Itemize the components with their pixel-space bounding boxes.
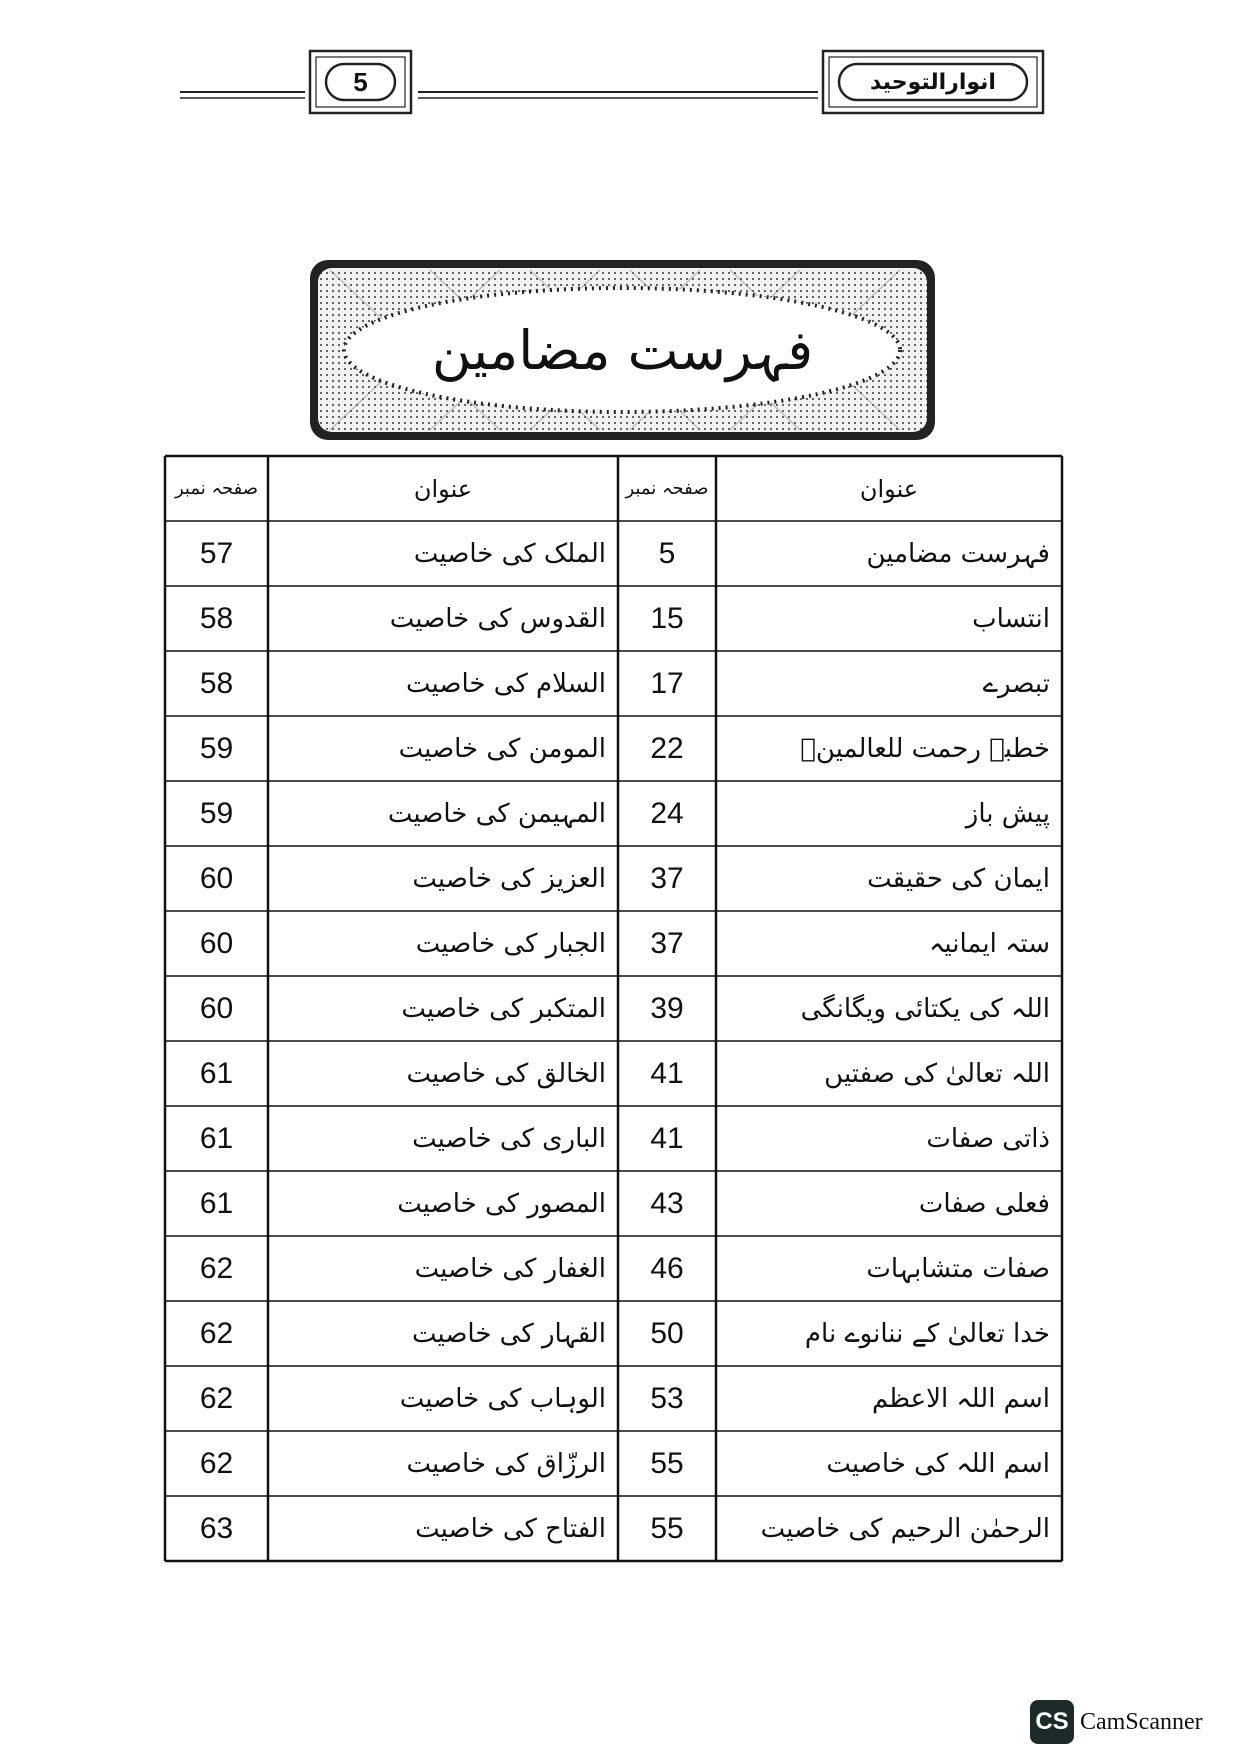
column-header: عنوان: [859, 474, 919, 503]
entry-title: المصور کی خاصیت: [397, 1188, 606, 1219]
page-ref: 43: [650, 1186, 684, 1220]
page-number: 5: [353, 66, 368, 97]
page-ref: 62: [199, 1446, 234, 1480]
page-ref: 50: [650, 1316, 684, 1350]
page-ref: 41: [650, 1056, 684, 1090]
entry-title: القدوس کی خاصیت: [389, 603, 606, 634]
page-ref: 5: [658, 536, 676, 570]
entry-title: الباری کی خاصیت: [412, 1123, 606, 1154]
page-ref: 53: [650, 1381, 684, 1415]
entry-title: الوہاب کی خاصیت: [399, 1383, 606, 1414]
entry-title: فعلی صفات: [918, 1188, 1050, 1219]
page-ref: 61: [199, 1121, 234, 1155]
entry-title: فہرست مضامین: [866, 538, 1050, 569]
entry-title: الخالق کی خاصیت: [406, 1058, 606, 1089]
column-header: صفحہ نمبر: [174, 478, 259, 499]
page-ref: 60: [199, 991, 234, 1025]
entry-title: الرزّاق کی خاصیت: [406, 1448, 606, 1479]
page-ref: 58: [199, 666, 234, 700]
page-ref: 61: [199, 1056, 234, 1090]
entry-title: المومن کی خاصیت: [398, 733, 606, 764]
entry-title: اسم اللہ کی خاصیت: [826, 1448, 1050, 1479]
banner-frame: [310, 260, 935, 440]
entry-title: الرحمٰن الرحیم کی خاصیت: [760, 1513, 1050, 1544]
page-ref: 60: [199, 861, 234, 895]
entry-title: انتساب: [972, 603, 1050, 634]
entry-title: اللہ تعالیٰ کی صفتیں: [824, 1058, 1050, 1089]
entry-title: المہیمن کی خاصیت: [387, 798, 606, 829]
header-rules: [180, 49, 1045, 115]
entry-title: الفتاح کی خاصیت: [415, 1513, 606, 1544]
entry-title: ذاتی صفات: [926, 1123, 1050, 1154]
entry-title: اسم اللہ الاعظم: [871, 1383, 1050, 1414]
page-ref: 55: [650, 1511, 684, 1545]
entry-title: الغفار کی خاصیت: [414, 1253, 606, 1284]
page-ref: 63: [199, 1511, 234, 1545]
page-ref: 37: [650, 861, 684, 895]
page-ref: 15: [650, 601, 684, 635]
page-ref: 60: [199, 926, 234, 960]
page-ref: 22: [650, 731, 684, 765]
table-grid: [163, 454, 1064, 1563]
entry-title: صفات متشابہات: [866, 1253, 1050, 1284]
watermark-logo: CS: [1030, 1700, 1074, 1744]
watermark-text: CamScanner: [1080, 1708, 1203, 1735]
page-ref: 62: [199, 1316, 234, 1350]
page-ref: 57: [199, 536, 234, 570]
column-header: عنوان: [413, 474, 473, 503]
page-ref: 37: [650, 926, 684, 960]
page-ref: 62: [199, 1381, 234, 1415]
page-ref: 41: [650, 1121, 684, 1155]
page-ref: 39: [650, 991, 684, 1025]
entry-title: المتکبر کی خاصیت: [401, 993, 606, 1024]
entry-title: ایمان کی حقیقت: [867, 863, 1050, 894]
entry-title: السلام کی خاصیت: [406, 668, 606, 699]
entry-title: القہار کی خاصیت: [411, 1318, 606, 1349]
page-ref: 46: [650, 1251, 684, 1285]
banner-title: فہرست مضامین: [431, 318, 814, 382]
entry-title: خطبہ رحمت للعالمینؐ: [800, 733, 1050, 764]
page-ref: 58: [199, 601, 234, 635]
entry-title: اللہ کی یکتائی ویگانگی: [800, 993, 1050, 1024]
page-ref: 55: [650, 1446, 684, 1480]
entry-title: تبصرے: [982, 668, 1050, 699]
page-ref: 62: [199, 1251, 234, 1285]
entry-title: ستہ ایمانیہ: [929, 928, 1050, 959]
column-header: صفحہ نمبر: [625, 478, 709, 499]
entry-title: الجبار کی خاصیت: [415, 928, 606, 959]
entry-title: العزیز کی خاصیت: [412, 863, 606, 894]
page-ref: 59: [199, 731, 234, 765]
page-ref: 59: [199, 796, 234, 830]
entry-title: خدا تعالیٰ کے ننانوے نام: [804, 1318, 1050, 1349]
entry-title: پیش باز: [965, 798, 1050, 829]
page-ref: 61: [199, 1186, 234, 1220]
page-ref: 24: [650, 796, 684, 830]
entry-title: الملک کی خاصیت: [413, 538, 606, 569]
book-title: انوارالتوحید: [870, 69, 996, 95]
page-ref: 17: [650, 666, 684, 700]
